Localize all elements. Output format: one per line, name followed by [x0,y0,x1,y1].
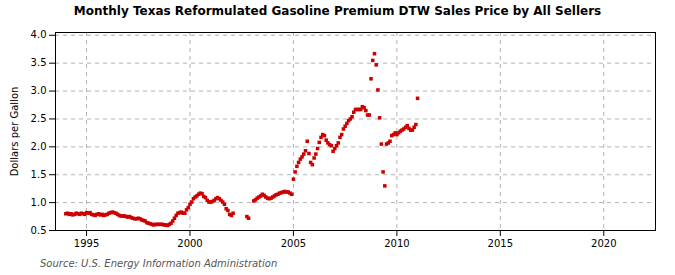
svg-text:2010: 2010 [384,238,409,249]
svg-text:Dollars per Gallon: Dollars per Gallon [9,87,20,177]
html-text:Monthly Texas Reformulated Gas: Monthly Texas Reformulated Gasoline Prem… [73,4,602,18]
svg-text:4.0: 4.0 [31,29,47,40]
svg-text:2.0: 2.0 [31,141,47,152]
svg-text:2020: 2020 [591,238,616,249]
svg-text:2015: 2015 [488,238,513,249]
svg-text:1995: 1995 [74,238,99,249]
html-text:Source: U.S. Energy Informatio: Source: U.S. Energy Information Administ… [40,258,278,269]
svg-text:1.0: 1.0 [31,197,47,208]
svg-text:2.5: 2.5 [31,113,47,124]
svg-text:2000: 2000 [177,238,202,249]
svg-text:3.0: 3.0 [31,85,47,96]
svg-text:0.5: 0.5 [31,225,47,236]
svg-text:2005: 2005 [281,238,306,249]
svg-text:1.5: 1.5 [31,169,47,180]
svg-text:3.5: 3.5 [31,57,47,68]
